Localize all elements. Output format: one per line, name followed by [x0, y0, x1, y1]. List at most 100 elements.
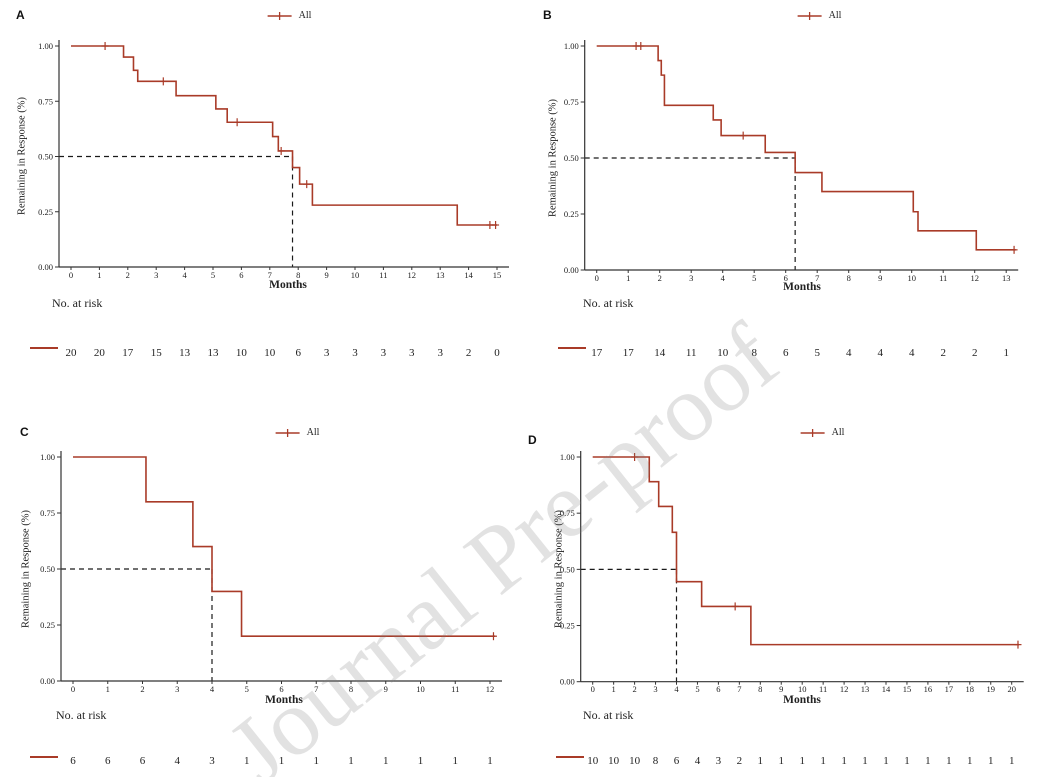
- legend-label: All: [306, 427, 320, 438]
- svg-text:3: 3: [324, 347, 330, 359]
- svg-text:1: 1: [904, 755, 910, 767]
- svg-text:3: 3: [352, 347, 358, 359]
- svg-text:4: 4: [175, 755, 181, 767]
- svg-text:1: 1: [779, 755, 785, 767]
- svg-text:1: 1: [487, 755, 493, 767]
- svg-text:3: 3: [689, 273, 693, 283]
- svg-text:17: 17: [122, 347, 134, 359]
- legend-label: All: [828, 10, 842, 21]
- legend: All: [275, 427, 320, 438]
- svg-text:6: 6: [784, 273, 788, 283]
- legend: All: [800, 427, 845, 438]
- svg-text:1: 1: [946, 755, 952, 767]
- svg-text:17: 17: [623, 347, 635, 359]
- svg-text:4: 4: [909, 347, 915, 359]
- svg-text:13: 13: [208, 347, 220, 359]
- svg-text:3: 3: [209, 755, 215, 767]
- svg-text:6: 6: [140, 755, 146, 767]
- svg-text:8: 8: [751, 347, 757, 359]
- svg-text:2: 2: [466, 347, 472, 359]
- x-axis-label: Months: [783, 694, 821, 706]
- svg-text:7: 7: [268, 270, 272, 280]
- svg-text:10: 10: [798, 684, 807, 694]
- svg-text:6: 6: [716, 684, 720, 694]
- svg-text:12: 12: [970, 273, 979, 283]
- svg-text:1.00: 1.00: [560, 452, 575, 462]
- svg-text:3: 3: [409, 347, 415, 359]
- svg-text:0.00: 0.00: [38, 262, 53, 272]
- svg-text:1: 1: [988, 755, 994, 767]
- panel-label: C: [20, 425, 29, 439]
- svg-text:14: 14: [654, 347, 666, 359]
- svg-text:13: 13: [1002, 273, 1011, 283]
- svg-text:4: 4: [182, 270, 187, 280]
- svg-text:10: 10: [629, 755, 641, 767]
- svg-text:2: 2: [972, 347, 978, 359]
- panel-label: D: [528, 433, 537, 447]
- svg-text:4: 4: [846, 347, 852, 359]
- x-axis-label: Months: [265, 694, 303, 706]
- svg-text:0: 0: [591, 684, 595, 694]
- risk-table-label: No. at risk: [583, 296, 634, 310]
- svg-text:8: 8: [296, 270, 300, 280]
- censored-line-icon: [800, 428, 825, 437]
- svg-text:0.00: 0.00: [564, 265, 579, 275]
- svg-text:6: 6: [674, 755, 680, 767]
- svg-text:6: 6: [783, 347, 789, 359]
- svg-text:0: 0: [71, 684, 75, 694]
- svg-text:0.50: 0.50: [560, 564, 575, 574]
- svg-text:13: 13: [179, 347, 191, 359]
- svg-text:6: 6: [279, 684, 283, 694]
- svg-text:3: 3: [653, 684, 657, 694]
- svg-text:11: 11: [939, 273, 947, 283]
- svg-text:10: 10: [608, 755, 620, 767]
- svg-text:1: 1: [106, 684, 110, 694]
- svg-text:9: 9: [384, 684, 388, 694]
- svg-text:0.75: 0.75: [564, 97, 579, 107]
- svg-text:4: 4: [210, 684, 215, 694]
- legend-label: All: [831, 427, 845, 438]
- km-plot-b: 0 1 2 3 4 5 6 7 8 9 10 11 12 130.000.250.500.751.0017…: [558, 40, 1019, 359]
- x-axis-label: Months: [269, 279, 307, 291]
- svg-text:13: 13: [861, 684, 870, 694]
- svg-text:0.50: 0.50: [564, 153, 579, 163]
- svg-text:14: 14: [882, 684, 891, 694]
- svg-text:5: 5: [695, 684, 699, 694]
- svg-text:18: 18: [966, 684, 975, 694]
- svg-text:2: 2: [632, 684, 636, 694]
- svg-text:8: 8: [847, 273, 851, 283]
- svg-text:3: 3: [175, 684, 179, 694]
- svg-text:6: 6: [239, 270, 243, 280]
- km-plot-d: 0 1 2 3 4 5 6 7 8 9 10 11 12 13 14 15 16 17 18 19 200.000.25…: [556, 451, 1024, 767]
- svg-text:1: 1: [799, 755, 805, 767]
- risk-table-label: No. at risk: [583, 708, 634, 722]
- svg-text:6: 6: [295, 347, 301, 359]
- svg-text:4: 4: [674, 684, 679, 694]
- svg-text:15: 15: [493, 270, 502, 280]
- svg-text:10: 10: [717, 347, 729, 359]
- svg-text:1.00: 1.00: [40, 452, 55, 462]
- svg-text:3: 3: [381, 347, 387, 359]
- svg-text:1: 1: [1003, 347, 1009, 359]
- svg-text:10: 10: [907, 273, 916, 283]
- svg-text:20: 20: [1007, 684, 1016, 694]
- svg-text:8: 8: [349, 684, 353, 694]
- svg-text:0.25: 0.25: [38, 207, 53, 217]
- svg-text:6: 6: [105, 755, 111, 767]
- svg-text:12: 12: [486, 684, 495, 694]
- svg-text:1.00: 1.00: [564, 41, 579, 51]
- svg-text:15: 15: [151, 347, 163, 359]
- svg-text:7: 7: [314, 684, 318, 694]
- svg-text:1: 1: [862, 755, 868, 767]
- svg-text:1: 1: [758, 755, 764, 767]
- svg-text:1: 1: [612, 684, 616, 694]
- svg-text:1: 1: [925, 755, 931, 767]
- svg-text:0.25: 0.25: [40, 620, 55, 630]
- legend: All: [797, 10, 842, 21]
- svg-text:17: 17: [945, 684, 954, 694]
